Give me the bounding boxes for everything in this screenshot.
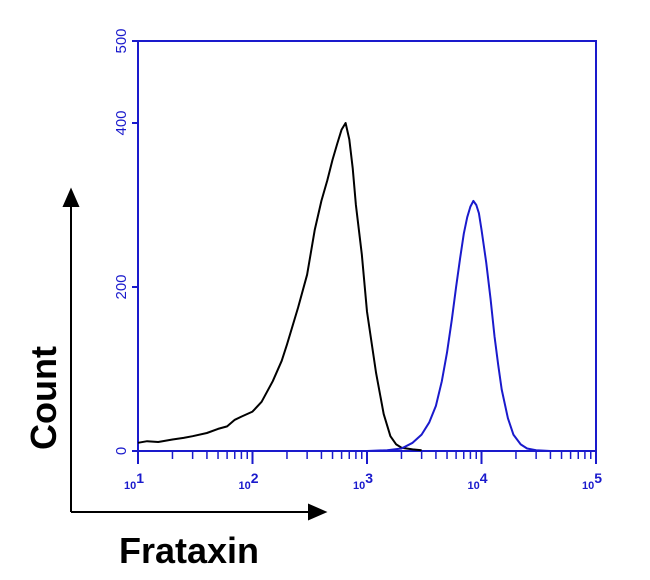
axis-arrows	[62, 187, 328, 521]
y-tick-label: 200	[113, 274, 130, 299]
plot-frame	[137, 40, 597, 452]
y-ticks: 0 200 400 500	[113, 28, 138, 455]
x-ticks: 101 102 103 104 105	[124, 451, 602, 492]
x-tick-label: 104	[467, 470, 487, 492]
y-tick-label: 0	[113, 447, 130, 455]
y-arrow-head	[62, 187, 80, 207]
x-tick-label: 103	[353, 470, 373, 492]
x-arrow-head	[308, 503, 328, 521]
x-tick-label: 105	[582, 470, 602, 492]
histogram-series-1	[137, 122, 422, 452]
y-axis-label: Count	[23, 346, 64, 450]
x-tick-label: 102	[238, 470, 258, 492]
x-axis-label: Frataxin	[119, 530, 259, 571]
histogram-series-2	[138, 199, 596, 452]
x-tick-label: 101	[124, 470, 144, 492]
y-tick-label: 400	[113, 110, 130, 135]
y-tick-label: 500	[113, 28, 130, 53]
series-group	[137, 122, 596, 452]
